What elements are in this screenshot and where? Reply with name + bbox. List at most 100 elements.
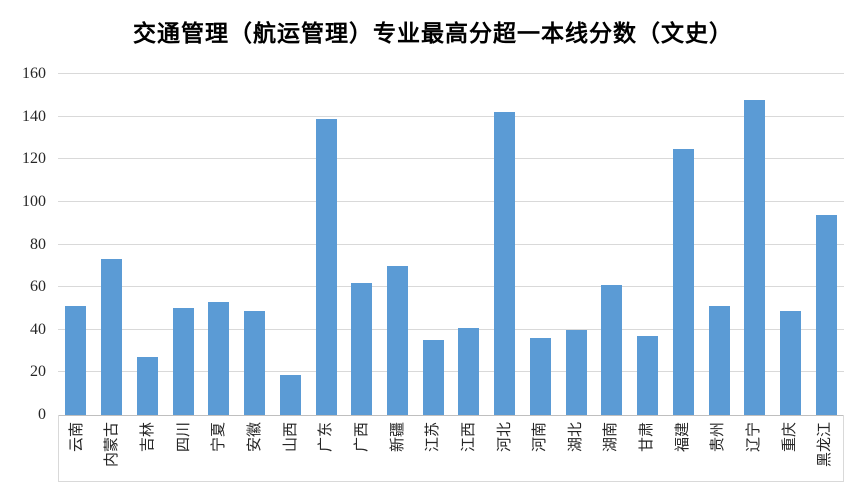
- x-label-slot: 云南: [59, 415, 95, 481]
- gridline-160: [58, 73, 844, 74]
- bar-slot: [737, 74, 773, 415]
- bar-吉林: [136, 357, 158, 415]
- x-label-slot: 四川: [166, 415, 202, 481]
- bar-重庆: [780, 310, 802, 415]
- bar-新疆: [386, 265, 408, 415]
- bar-slot: [487, 74, 523, 415]
- bar-辽宁: [744, 99, 766, 415]
- y-tick-label: 120: [22, 150, 46, 168]
- bar-福建: [672, 148, 694, 415]
- y-tick-label: 80: [30, 235, 46, 253]
- bar-江苏: [422, 340, 444, 415]
- bar-slot: [344, 74, 380, 415]
- x-tick-label: 云南: [68, 422, 85, 453]
- x-label-slot: 吉林: [130, 415, 166, 481]
- x-label-slot: 河南: [522, 415, 558, 481]
- x-label-slot: 贵州: [701, 415, 737, 481]
- x-tick-label: 江西: [460, 422, 477, 453]
- y-tick-label: 160: [22, 65, 46, 82]
- bar-slot: [237, 74, 273, 415]
- x-tick-label: 吉林: [140, 422, 157, 453]
- bar-河北: [494, 112, 516, 415]
- x-tick-label: 新疆: [389, 422, 406, 453]
- bar-slot: [523, 74, 559, 415]
- bar-宁夏: [208, 302, 230, 415]
- x-label-slot: 安徽: [237, 415, 273, 481]
- y-tick-label: 60: [30, 278, 46, 296]
- bar-slot: [558, 74, 594, 415]
- x-label-slot: 湖北: [558, 415, 594, 481]
- gridline-20: [58, 371, 844, 373]
- bar-广东: [315, 118, 337, 415]
- bar-湖北: [565, 329, 587, 415]
- x-label-slot: 江苏: [415, 415, 451, 481]
- bar-内蒙古: [101, 259, 123, 415]
- x-tick-label: 甘肃: [639, 422, 656, 453]
- bar-slot: [380, 74, 416, 415]
- x-label-slot: 辽宁: [736, 415, 772, 481]
- bar-slot: [272, 74, 308, 415]
- x-label-slot: 新疆: [380, 415, 416, 481]
- bar-安徽: [244, 310, 266, 415]
- x-label-slot: 湖南: [594, 415, 630, 481]
- gridline-120: [58, 158, 844, 160]
- x-tick-label: 山西: [282, 422, 299, 453]
- bar-贵州: [708, 306, 730, 415]
- x-label-slot: 重庆: [772, 415, 808, 481]
- x-tick-label: 四川: [175, 422, 192, 453]
- bar-slot: [201, 74, 237, 415]
- gridline-140: [58, 115, 844, 117]
- x-label-slot: 甘肃: [629, 415, 665, 481]
- bar-甘肃: [637, 336, 659, 415]
- chart-title: 交通管理（航运管理）专业最高分超一本线分数（文史）: [133, 21, 733, 46]
- x-tick-label: 安徽: [247, 422, 264, 453]
- gridline-80: [58, 243, 844, 245]
- y-axis: 0 20 40 60 80 100 120 140 160: [0, 0, 46, 496]
- bar-slot: [808, 74, 844, 415]
- x-tick-label: 重庆: [781, 422, 798, 453]
- bar-slot: [451, 74, 487, 415]
- x-tick-label: 广西: [353, 422, 370, 453]
- x-label-slot: 内蒙古: [95, 415, 131, 481]
- x-tick-label: 江苏: [425, 422, 442, 453]
- y-tick-label: 0: [38, 406, 46, 423]
- bar-江西: [458, 327, 480, 415]
- bar-slot: [665, 74, 701, 415]
- x-tick-label: 内蒙古: [104, 422, 121, 468]
- plot-area: [58, 73, 844, 415]
- bar-slot: [58, 74, 94, 415]
- bar-slot: [165, 74, 201, 415]
- bar-slot: [773, 74, 809, 415]
- bar-四川: [172, 308, 194, 415]
- x-tick-label: 湖南: [603, 422, 620, 453]
- x-axis-line: [58, 415, 844, 416]
- x-tick-label: 河北: [496, 422, 513, 453]
- x-label-slot: 宁夏: [202, 415, 238, 481]
- bar-云南: [65, 306, 87, 415]
- y-tick-label: 20: [30, 363, 46, 381]
- x-tick-label: 贵州: [710, 422, 727, 453]
- x-label-slot: 河北: [487, 415, 523, 481]
- bar-湖南: [601, 285, 623, 415]
- y-tick-label: 100: [22, 192, 46, 210]
- x-label-slot: 江西: [451, 415, 487, 481]
- gridline-100: [58, 200, 844, 202]
- bar-山西: [279, 374, 301, 415]
- gridline-60: [58, 286, 844, 288]
- x-label-slot: 广西: [344, 415, 380, 481]
- bar-slot: [129, 74, 165, 415]
- x-axis-labels: 云南 内蒙古 吉林 四川 宁夏 安徽 山西 广东 广西 新疆 江苏 江西 河北 河南 湖北 湖南 甘肃 福建 贵州辽…: [58, 415, 844, 482]
- x-tick-label: 广东: [318, 422, 335, 453]
- x-label-slot: 山西: [273, 415, 309, 481]
- bar-slot: [630, 74, 666, 415]
- y-tick-label: 140: [22, 107, 46, 125]
- x-tick-label: 宁夏: [211, 422, 228, 453]
- x-tick-label: 河南: [532, 422, 549, 453]
- x-label-slot: 黑龙江: [807, 415, 843, 481]
- bar-河南: [529, 338, 551, 415]
- x-tick-label: 黑龙江: [817, 422, 834, 468]
- gridline-40: [58, 328, 844, 330]
- bars-row: [58, 74, 844, 415]
- bar-slot: [94, 74, 130, 415]
